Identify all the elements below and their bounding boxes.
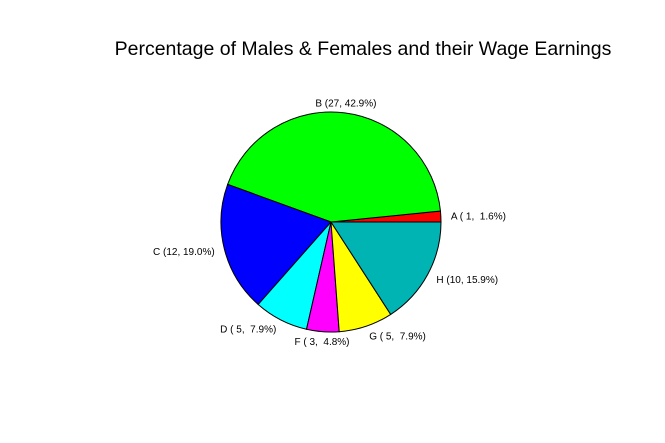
pie-slice-b [226, 111, 441, 223]
pie-slice-c [220, 183, 332, 306]
pie-label-a: A ( 1, 1.6%) [451, 212, 506, 223]
pie-slice-h [330, 221, 442, 316]
chart-title: Percentage of Males & Females and their … [115, 38, 612, 60]
pie-slices [220, 111, 442, 333]
pie-labels: A ( 1, 1.6%) B (27, 42.9%) C (12, 19.0%) D … [153, 98, 506, 348]
pie-label-g: G ( 5, 7.9%) [369, 331, 426, 342]
pie-label-b: B (27, 42.9%) [315, 98, 376, 109]
pie-label-c: C (12, 19.0%) [153, 247, 215, 258]
pie-label-h: H (10, 15.9%) [436, 275, 498, 286]
pie-label-f: F ( 3, 4.8%) [294, 337, 349, 348]
pie-label-d: D ( 5, 7.9%) [220, 324, 276, 335]
